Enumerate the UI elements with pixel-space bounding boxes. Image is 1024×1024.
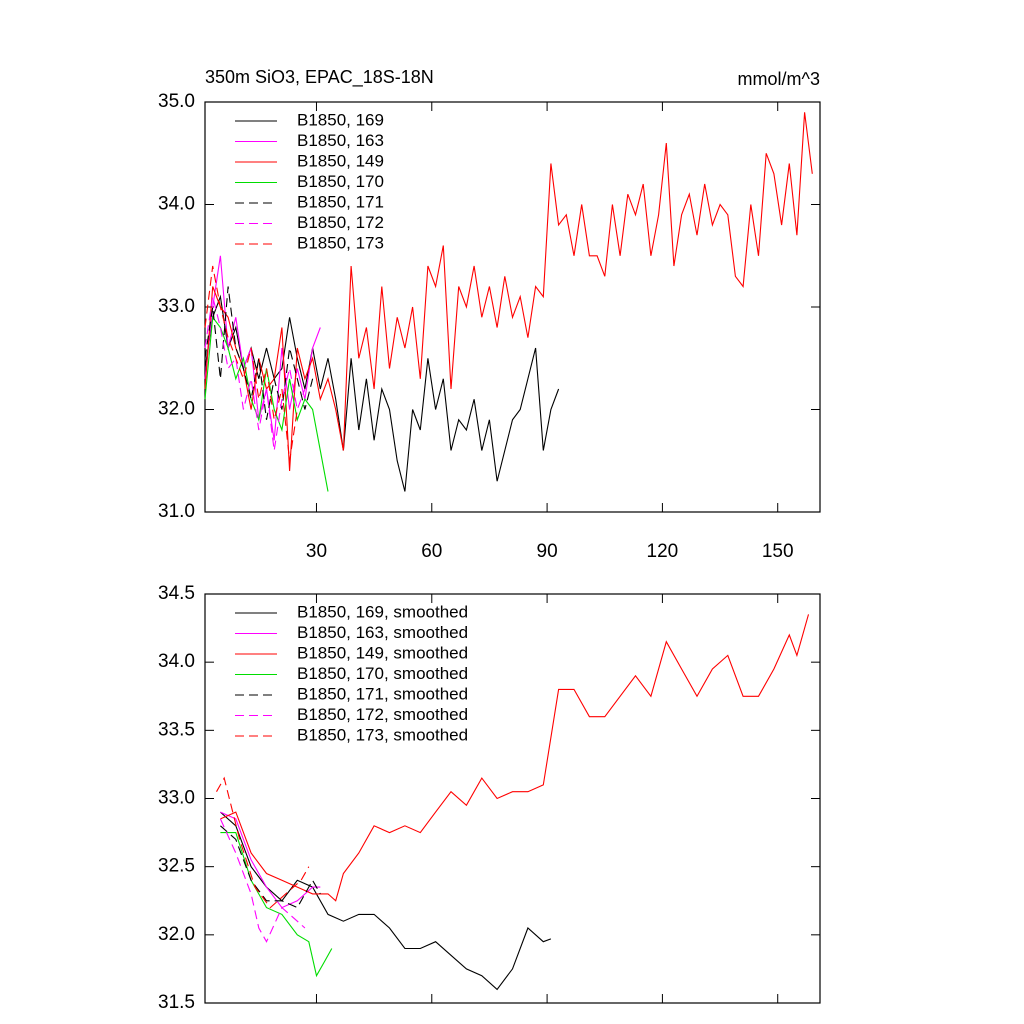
legend-label: B1850, 173 [297,233,384,252]
x-tick-label: 90 [537,541,558,562]
series-line [204,265,298,461]
legend-label: B1850, 171 [297,192,384,211]
y-tick-label: 35.0 [158,91,195,112]
plot-frame [204,101,821,513]
series-line [220,832,333,978]
series-line [220,825,321,909]
chart-title: 350m SiO3, EPAC_18S-18N [205,67,434,88]
series-line [204,294,560,492]
series-line [204,112,813,472]
y-tick-label: 34.0 [158,194,195,215]
legend-label: B1850, 172, smoothed [297,705,468,724]
legend-label: B1850, 163, smoothed [297,623,468,642]
y-tick-label: 32.5 [158,856,195,877]
legend-label: B1850, 149, smoothed [297,643,468,662]
units-label: mmol/m^3 [738,69,820,89]
y-tick-label: 32.0 [158,399,195,420]
x-tick-label: 150 [762,541,794,562]
series-line [220,614,810,902]
y-tick-label: 34.0 [158,651,195,672]
legend-label: B1850, 170, smoothed [297,664,468,683]
y-tick-label: 32.0 [158,924,195,945]
y-tick-label: 33.0 [158,788,195,809]
x-tick-label: 120 [647,541,679,562]
series-line [219,818,306,943]
plot-frame [204,593,821,1004]
series-line [216,776,310,909]
legend-label: B1850, 163 [297,131,384,150]
series-line [204,296,306,451]
series-line [204,255,321,441]
legend-label: B1850, 172 [297,213,384,232]
series-line [220,811,552,991]
y-tick-label: 34.5 [158,583,195,604]
x-tick-label: 60 [421,541,442,562]
legend-label: B1850, 169 [297,110,384,129]
legend-label: B1850, 149 [297,151,384,170]
legend-label: B1850, 169, smoothed [297,602,468,621]
x-tick-label: 30 [306,541,327,562]
y-tick-label: 31.5 [158,992,195,1013]
y-tick-label: 31.0 [158,501,195,522]
legend-label: B1850, 173, smoothed [297,725,468,744]
legend-label: B1850, 171, smoothed [297,684,468,703]
y-tick-label: 33.0 [158,296,195,317]
series-line [220,811,321,909]
series-line [204,286,314,420]
y-tick-label: 33.5 [158,719,195,740]
legend-label: B1850, 170 [297,172,384,191]
